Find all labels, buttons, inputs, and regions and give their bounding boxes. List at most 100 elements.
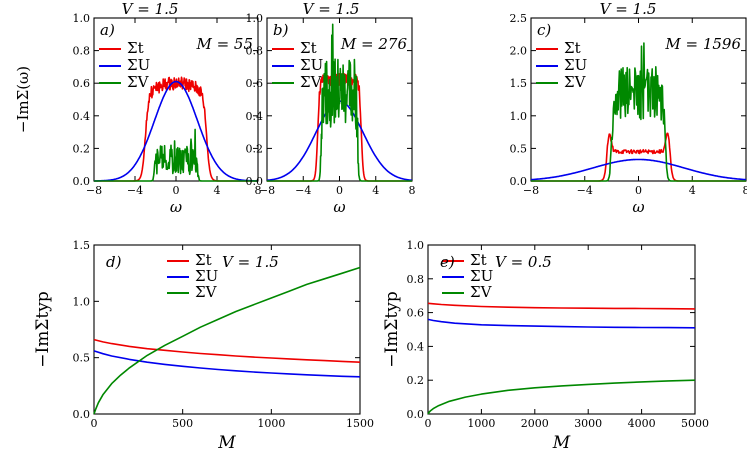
legend-label: ΣU xyxy=(300,56,323,74)
x-tick-label: 8 xyxy=(743,184,747,197)
series-line-0 xyxy=(530,132,747,182)
y-tick-label: 0.0 xyxy=(246,175,264,188)
x-tick-label: 4 xyxy=(372,184,379,197)
x-tick-label: −8 xyxy=(86,184,102,197)
x-tick-label: 1000 xyxy=(257,417,285,430)
y-tick-label: 1.0 xyxy=(73,12,91,25)
x-tick-label: 0 xyxy=(635,184,642,197)
series-line-2 xyxy=(93,128,259,182)
y-tick-label: 0.0 xyxy=(510,175,528,188)
x-tick-label: 0 xyxy=(173,184,180,197)
y-tick-label: 0.5 xyxy=(510,142,528,155)
legend-label: Σt xyxy=(195,251,212,269)
annotation: V = 0.5 xyxy=(495,253,552,271)
legend-label: ΣV xyxy=(195,283,218,301)
series-line-2 xyxy=(530,42,747,182)
x-tick-label: 8 xyxy=(255,184,262,197)
x-axis-label: ω xyxy=(333,198,345,216)
x-tick-label: 0 xyxy=(336,184,343,197)
series-line-1 xyxy=(530,158,747,181)
x-tick-label: −8 xyxy=(259,184,275,197)
panel-label: b) xyxy=(273,21,289,39)
legend-label: Σt xyxy=(470,251,487,269)
x-axis-label: ω xyxy=(170,198,182,216)
x-axis-label: M xyxy=(217,433,236,453)
panel-label: c) xyxy=(537,21,551,39)
panel-label: e) xyxy=(440,253,455,271)
legend-label: Σt xyxy=(564,39,581,57)
plot-frame xyxy=(427,244,696,415)
x-tick-label: 0 xyxy=(91,417,98,430)
y-tick-label: 0.0 xyxy=(407,408,425,421)
y-tick-label: 0.4 xyxy=(407,340,425,353)
legend-label: ΣU xyxy=(195,267,218,285)
y-tick-label: 0.0 xyxy=(73,175,91,188)
y-tick-label: 0.2 xyxy=(407,374,425,387)
y-axis-label: −ImΣ(ω) xyxy=(14,66,32,133)
y-tick-label: 1.0 xyxy=(246,12,264,25)
legend-label: ΣU xyxy=(564,56,587,74)
legend-label: ΣV xyxy=(300,73,323,91)
legend-label: ΣV xyxy=(564,73,587,91)
series-line-1 xyxy=(427,318,696,329)
x-tick-label: 8 xyxy=(409,184,416,197)
y-tick-label: 0.6 xyxy=(73,77,91,90)
y-tick-label: 0.4 xyxy=(73,110,91,123)
x-tick-label: 4 xyxy=(689,184,696,197)
x-tick-label: 4000 xyxy=(628,417,656,430)
series-line-0 xyxy=(93,338,361,363)
y-tick-label: 0.2 xyxy=(246,142,264,155)
y-tick-label: 0.0 xyxy=(73,408,91,421)
y-tick-label: 1.5 xyxy=(510,77,528,90)
y-tick-label: 1.0 xyxy=(73,295,91,308)
y-tick-label: 0.4 xyxy=(246,110,264,123)
legend-label: ΣV xyxy=(470,283,493,301)
series-line-2 xyxy=(266,23,413,182)
series-line-2 xyxy=(93,266,361,415)
annotation: M = 276 xyxy=(340,35,408,53)
y-tick-label: 0.8 xyxy=(73,45,91,58)
x-tick-label: 1000 xyxy=(467,417,495,430)
x-axis-label: M xyxy=(552,433,571,453)
y-tick-label: 2.0 xyxy=(510,45,528,58)
annotation: M = 1596 xyxy=(664,35,741,53)
chart-title: V = 1.5 xyxy=(303,0,360,18)
y-tick-label: 0.2 xyxy=(73,142,91,155)
x-tick-label: 0 xyxy=(425,417,432,430)
legend-label: ΣU xyxy=(470,267,493,285)
y-tick-label: 2.5 xyxy=(510,12,528,25)
series-line-0 xyxy=(427,302,696,310)
y-axis-label: −ImΣtyp xyxy=(382,291,402,368)
y-tick-label: 0.8 xyxy=(246,45,264,58)
y-tick-label: 1.5 xyxy=(73,239,91,252)
x-axis-label: ω xyxy=(632,198,644,216)
panel-e: 0 1000 2000 3000 4000 5000 0.0 0.2 0.4 0.6 0.8 1.0 Σ… xyxy=(382,239,709,453)
x-tick-label: 2000 xyxy=(521,417,549,430)
plot-frame xyxy=(93,244,361,415)
series-line-2 xyxy=(427,379,696,415)
series-line-1 xyxy=(93,350,361,378)
series-line-1 xyxy=(93,80,259,182)
y-tick-label: 1.0 xyxy=(510,110,528,123)
annotation: M = 55 xyxy=(195,35,253,53)
y-tick-label: 0.6 xyxy=(407,307,425,320)
x-tick-label: −8 xyxy=(523,184,539,197)
y-tick-label: 0.8 xyxy=(407,273,425,286)
x-tick-label: 4 xyxy=(214,184,221,197)
panel-label: a) xyxy=(100,21,115,39)
legend-label: ΣU xyxy=(127,56,150,74)
x-tick-label: −4 xyxy=(127,184,143,197)
legend-label: Σt xyxy=(127,39,144,57)
y-axis-label: −ImΣtyp xyxy=(33,291,53,368)
legend-label: Σt xyxy=(300,39,317,57)
y-tick-label: 1.0 xyxy=(407,239,425,252)
x-tick-label: 3000 xyxy=(574,417,602,430)
